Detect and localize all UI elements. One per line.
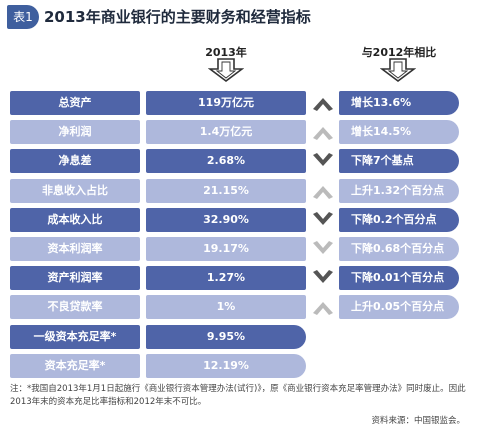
page-title: 2013年商业银行的主要财务和经营指标: [44, 8, 311, 26]
change-value: 增长14.5%: [339, 120, 459, 144]
change-header-down-arrow-icon: [380, 58, 416, 82]
chevron-down-icon: [313, 270, 333, 283]
value-column-header: 2013年: [205, 46, 247, 59]
indicator-value: 32.90%: [146, 208, 306, 232]
table-row: 净息差 2.68% 下降7个基点: [0, 149, 479, 173]
indicator-label: 资本充足率*: [10, 354, 140, 378]
table-row: 资产利润率 1.27% 下降0.01个百分点: [0, 266, 479, 290]
change-value: 上升1.32个百分点: [339, 179, 459, 203]
indicator-value: 19.17%: [146, 237, 306, 261]
indicator-value: 9.95%: [146, 325, 306, 349]
change-value: 下降0.2个百分点: [339, 208, 459, 232]
table-row: 净利润 1.4万亿元 增长14.5%: [0, 120, 479, 144]
indicator-label: 不良贷款率: [10, 295, 140, 319]
chevron-down-icon: [313, 241, 333, 254]
table-row: 资本充足率* 12.19%: [0, 354, 479, 378]
indicator-value: 21.15%: [146, 179, 306, 203]
chevron-up-icon: [313, 186, 333, 199]
indicator-label: 总资产: [10, 91, 140, 115]
change-value: 下降0.68个百分点: [339, 237, 459, 261]
indicator-label: 成本收入比: [10, 208, 140, 232]
indicator-label: 非息收入占比: [10, 179, 140, 203]
indicator-label: 净息差: [10, 149, 140, 173]
change-value: 下降0.01个百分点: [339, 266, 459, 290]
chevron-up-icon: [313, 302, 333, 315]
table-row: 成本收入比 32.90% 下降0.2个百分点: [0, 208, 479, 232]
table-number-badge: 表1: [7, 5, 39, 29]
indicator-value: 1.27%: [146, 266, 306, 290]
chevron-down-icon: [313, 153, 333, 166]
chevron-up-icon: [313, 98, 333, 111]
table-row: 一级资本充足率* 9.95%: [0, 325, 479, 349]
chevron-down-icon: [313, 212, 333, 225]
table-row: 非息收入占比 21.15% 上升1.32个百分点: [0, 179, 479, 203]
change-value: 下降7个基点: [339, 149, 459, 173]
change-column-header: 与2012年相比: [361, 46, 437, 59]
chevron-up-icon: [313, 127, 333, 140]
indicator-value: 119万亿元: [146, 91, 306, 115]
change-value: 上升0.05个百分点: [339, 295, 459, 319]
indicator-label: 资本利润率: [10, 237, 140, 261]
indicator-value: 12.19%: [146, 354, 306, 378]
indicator-label: 净利润: [10, 120, 140, 144]
table-row: 不良贷款率 1% 上升0.05个百分点: [0, 295, 479, 319]
footnote: 注：*我国自2013年1月1日起施行《商业银行资本管理办法(试行)》，原《商业银…: [10, 384, 466, 407]
change-value: 增长13.6%: [339, 91, 459, 115]
indicator-value: 1%: [146, 295, 306, 319]
table-row: 资本利润率 19.17% 下降0.68个百分点: [0, 237, 479, 261]
table-row: 总资产 119万亿元 增长13.6%: [0, 91, 479, 115]
indicator-label: 一级资本充足率*: [10, 325, 140, 349]
value-header-down-arrow-icon: [208, 58, 244, 82]
source-note: 资料来源：中国银监会。: [371, 416, 465, 426]
indicator-label: 资产利润率: [10, 266, 140, 290]
indicator-value: 2.68%: [146, 149, 306, 173]
indicator-value: 1.4万亿元: [146, 120, 306, 144]
